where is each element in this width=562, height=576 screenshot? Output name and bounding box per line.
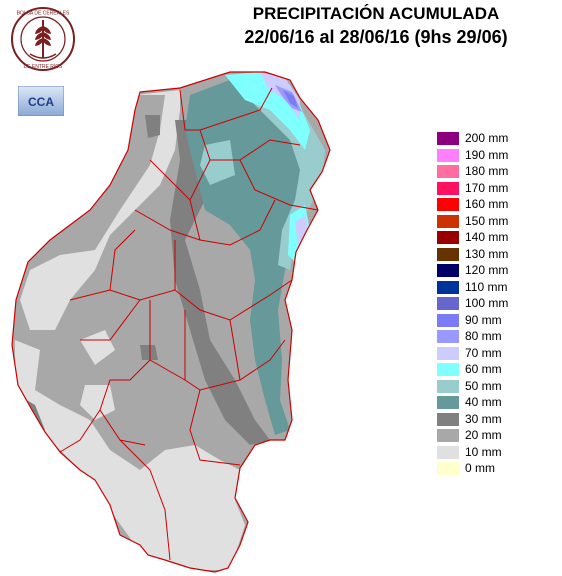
legend-item: 170 mm	[437, 181, 557, 198]
legend-item: 0 mm	[437, 461, 557, 478]
legend-swatch	[437, 346, 459, 360]
legend-item: 110 mm	[437, 280, 557, 297]
legend-label: 30 mm	[465, 411, 502, 426]
legend-label: 150 mm	[465, 213, 509, 228]
rain-zone-10mm-southwest	[15, 340, 245, 570]
legend-item: 130 mm	[437, 247, 557, 264]
legend-item: 100 mm	[437, 296, 557, 313]
legend-label: 180 mm	[465, 164, 509, 178]
legend-swatch	[437, 445, 459, 459]
legend-swatch	[437, 412, 459, 426]
legend-label: 100 mm	[465, 296, 509, 310]
legend-item: 160 mm	[437, 197, 557, 214]
legend-label: 160 mm	[465, 197, 509, 211]
legend-item: 140 mm	[437, 230, 557, 247]
legend-swatch	[437, 214, 459, 228]
map-date-range: 22/06/16 al 28/06/16 (9hs 29/06)	[244, 27, 508, 47]
legend-swatch	[437, 379, 459, 393]
legend-swatch	[437, 280, 459, 294]
legend-item: 190 mm	[437, 148, 557, 165]
rain-zone-30mm-east	[170, 120, 270, 445]
legend-label: 0 mm	[465, 461, 495, 475]
legend-item: 120 mm	[437, 263, 557, 280]
precipitation-legend: 200 mm 190 mm 180 mm 170 mm 160 mm 150 mm 140 …	[437, 131, 557, 478]
legend-swatch	[437, 198, 459, 211]
legend-label: 20 mm	[465, 428, 502, 442]
legend-item: 90 mm	[437, 313, 557, 330]
legend-item: 180 mm	[437, 164, 557, 181]
province-outline	[11, 71, 331, 573]
legend-swatch	[437, 132, 459, 145]
legend-swatch	[437, 148, 459, 162]
rain-zone-90mm	[283, 90, 298, 108]
legend-item: 60 mm	[437, 362, 557, 379]
svg-text:DE ENTRE RÍOS: DE ENTRE RÍOS	[24, 63, 64, 70]
legend-label: 10 mm	[465, 444, 502, 459]
legend-swatch	[437, 330, 459, 343]
rain-zone-50mm-north	[200, 140, 235, 185]
legend-swatch	[437, 396, 459, 409]
legend-item: 80 mm	[437, 329, 557, 346]
legend-swatch	[437, 297, 459, 310]
cca-logo: CCA	[18, 86, 64, 116]
rain-zone-30mm-spot	[140, 345, 158, 360]
legend-swatch	[437, 165, 459, 178]
legend-label: 80 mm	[465, 329, 502, 343]
legend-label: 90 mm	[465, 312, 502, 327]
legend-item: 150 mm	[437, 214, 557, 231]
map-title: PRECIPITACIÓN ACUMULADA	[252, 4, 500, 23]
rain-zone-30mm-north	[145, 115, 160, 138]
rain-zone-10mm-northwest	[20, 90, 180, 330]
legend-label: 50 mm	[465, 378, 502, 393]
legend-label: 130 mm	[465, 246, 509, 261]
legend-label: 170 mm	[465, 180, 509, 195]
legend-item: 70 mm	[437, 346, 557, 363]
legend-swatch	[437, 181, 459, 195]
rain-zone-70mm	[260, 72, 300, 120]
legend-swatch	[437, 363, 459, 376]
legend-label: 60 mm	[465, 362, 502, 376]
legend-label: 200 mm	[465, 131, 509, 145]
precipitation-map	[11, 71, 331, 573]
legend-label: 140 mm	[465, 230, 509, 244]
legend-swatch	[437, 247, 459, 261]
legend-item: 50 mm	[437, 379, 557, 396]
legend-label: 40 mm	[465, 395, 502, 409]
rain-zone-10mm-west	[80, 330, 115, 365]
legend-swatch	[437, 264, 459, 277]
legend-swatch	[437, 231, 459, 244]
legend-item: 10 mm	[437, 445, 557, 462]
legend-swatch	[437, 313, 459, 327]
legend-swatch	[437, 462, 459, 475]
legend-label: 70 mm	[465, 345, 502, 360]
legend-label: 110 mm	[465, 279, 508, 294]
svg-text:BOLSA DE CEREALES: BOLSA DE CEREALES	[17, 11, 70, 17]
legend-label: 120 mm	[465, 263, 509, 277]
svg-text:CCA: CCA	[28, 95, 54, 109]
bolsa-cereales-seal-logo: BOLSA DE CEREALES DE ENTRE RÍOS	[11, 7, 75, 71]
legend-item: 20 mm	[437, 428, 557, 445]
legend-label: 190 mm	[465, 147, 509, 162]
legend-item: 200 mm	[437, 131, 557, 148]
legend-swatch	[437, 429, 459, 442]
legend-item: 40 mm	[437, 395, 557, 412]
rain-zone-10mm-center	[80, 385, 115, 420]
legend-item: 30 mm	[437, 412, 557, 429]
